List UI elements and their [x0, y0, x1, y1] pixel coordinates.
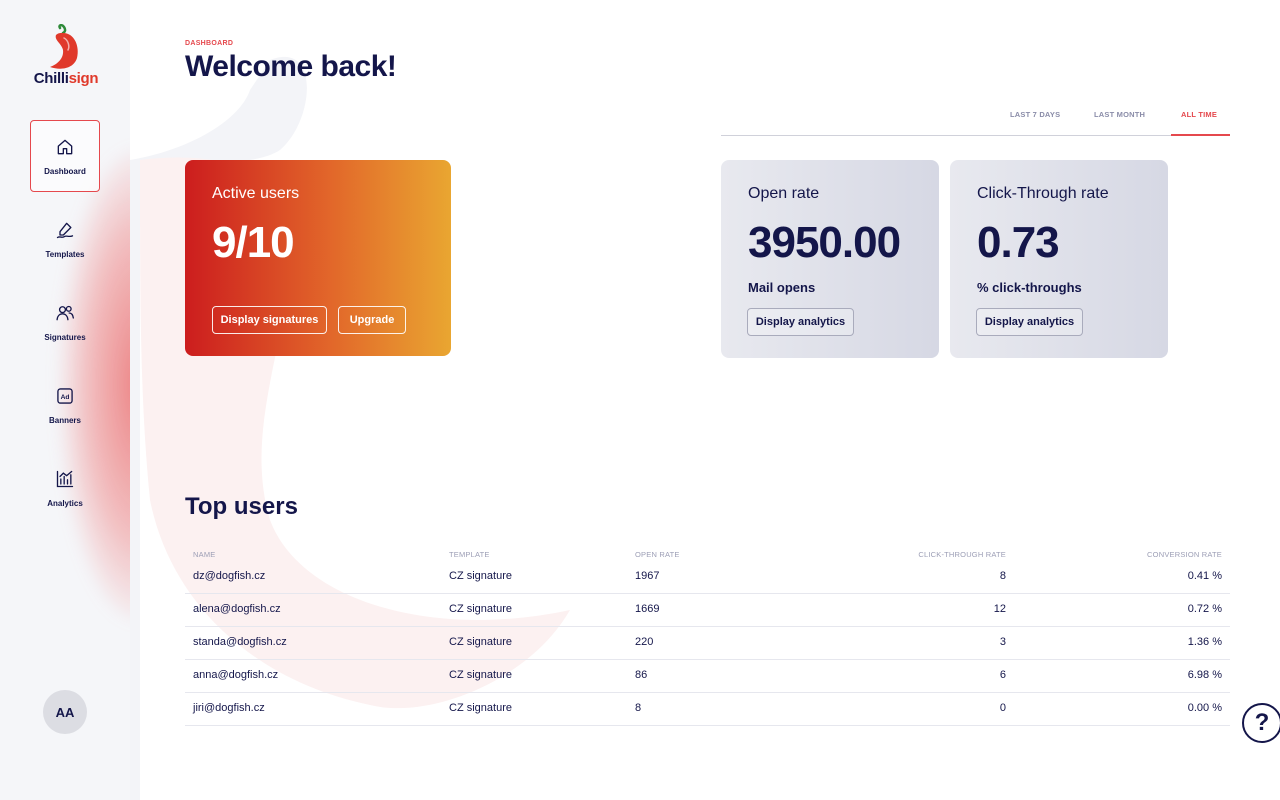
card-value: 0.73 — [977, 218, 1060, 267]
display-analytics-button[interactable]: Display analytics — [747, 308, 854, 336]
cell-open-rate: 1669 — [635, 603, 660, 615]
svg-text:Ad: Ad — [61, 393, 70, 400]
cell-click-through-rate: 3 — [999, 636, 1006, 648]
sidebar-item-label: Banners — [48, 415, 81, 425]
cell-template: CZ signature — [449, 702, 512, 714]
cell-click-through-rate: 6 — [999, 669, 1006, 681]
logo[interactable]: Chillisign — [28, 24, 104, 94]
cell-conversion-rate: 0.41 % — [1187, 570, 1222, 582]
tab-last-7-days[interactable]: LAST 7 DAYS — [1010, 110, 1061, 119]
time-range-tabs: LAST 7 DAYS LAST MONTH ALL TIME — [721, 100, 1230, 136]
cell-name: alena@dogfish.cz — [193, 603, 281, 615]
sidebar-item-analytics[interactable]: Analytics — [30, 452, 100, 524]
cell-conversion-rate: 0.72 % — [1187, 603, 1222, 615]
tab-all-time[interactable]: ALL TIME — [1181, 110, 1218, 119]
column-header-open-rate[interactable]: OPEN RATE — [635, 550, 680, 559]
breadcrumb: DASHBOARD — [185, 40, 234, 47]
card-subtitle: Mail opens — [748, 280, 816, 295]
signature-pen-icon — [56, 222, 74, 238]
open-rate-card: Open rate 3950.00 Mail opens Display ana… — [721, 160, 939, 358]
sidebar: Chillisign Dashboard Templates Signature… — [0, 0, 130, 800]
cell-click-through-rate: 8 — [999, 570, 1006, 582]
home-icon — [57, 139, 73, 154]
cell-open-rate: 220 — [635, 636, 654, 648]
sidebar-item-banners[interactable]: Ad Banners — [30, 369, 100, 441]
users-icon — [56, 305, 75, 320]
ad-icon: Ad — [57, 387, 73, 404]
cell-name: jiri@dogfish.cz — [193, 702, 265, 714]
active-users-card: Active users 9/10 Display signatures Upg… — [185, 160, 451, 356]
avatar[interactable]: AA — [43, 690, 87, 734]
cell-template: CZ signature — [449, 669, 512, 681]
section-title: Top users — [185, 493, 298, 520]
column-header-name[interactable]: NAME — [193, 550, 216, 559]
sidebar-item-templates[interactable]: Templates — [30, 203, 100, 275]
sidebar-item-label: Analytics — [47, 498, 83, 508]
sidebar-item-signatures[interactable]: Signatures — [30, 286, 100, 358]
table-row[interactable]: standa@dogfish.cz CZ signature 220 3 1.3… — [185, 627, 1230, 660]
cell-template: CZ signature — [449, 636, 512, 648]
sidebar-item-label: Signatures — [44, 332, 86, 342]
table-row[interactable]: anna@dogfish.cz CZ signature 86 6 6.98 % — [185, 660, 1230, 693]
tab-last-month[interactable]: LAST MONTH — [1094, 110, 1146, 119]
click-through-rate-card: Click-Through rate 0.73 % click-throughs… — [950, 160, 1168, 358]
bar-chart-icon — [56, 470, 74, 487]
page-title: Welcome back! — [185, 50, 397, 83]
cell-open-rate: 1967 — [635, 570, 660, 582]
column-header-click-through-rate[interactable]: CLICK-THROUGH RATE — [918, 550, 1006, 559]
display-analytics-button[interactable]: Display analytics — [976, 308, 1083, 336]
cell-open-rate: 86 — [635, 669, 648, 681]
card-title: Active users — [212, 185, 300, 202]
column-header-conversion-rate[interactable]: CONVERSION RATE — [1147, 550, 1222, 559]
card-value: 3950.00 — [748, 218, 901, 267]
sidebar-item-dashboard[interactable]: Dashboard — [30, 120, 100, 192]
cell-name: standa@dogfish.cz — [193, 636, 287, 648]
active-tab-indicator — [1171, 134, 1230, 136]
table-row[interactable]: alena@dogfish.cz CZ signature 1669 12 0.… — [185, 594, 1230, 627]
cell-template: CZ signature — [449, 570, 512, 582]
card-title: Open rate — [748, 185, 820, 202]
column-header-template[interactable]: TEMPLATE — [449, 550, 490, 559]
help-button[interactable]: ? — [1242, 703, 1280, 743]
sidebar-item-label: Templates — [45, 249, 85, 259]
cell-name: dz@dogfish.cz — [193, 570, 266, 582]
table-row[interactable]: jiri@dogfish.cz CZ signature 8 0 0.00 % — [185, 693, 1230, 726]
table-row[interactable]: dz@dogfish.cz CZ signature 1967 8 0.41 % — [185, 561, 1230, 594]
chilli-icon — [50, 24, 78, 69]
card-value: 9/10 — [212, 218, 295, 267]
cell-conversion-rate: 0.00 % — [1187, 702, 1222, 714]
logo-text: Chillisign — [33, 70, 99, 87]
card-subtitle: % click-throughs — [977, 280, 1082, 295]
sidebar-item-label: Dashboard — [44, 166, 86, 176]
cell-name: anna@dogfish.cz — [193, 669, 279, 681]
upgrade-button[interactable]: Upgrade — [338, 306, 406, 334]
main-content: DASHBOARD Welcome back! LAST 7 DAYS LAST… — [130, 0, 1280, 800]
cell-conversion-rate: 1.36 % — [1187, 636, 1222, 648]
cell-click-through-rate: 0 — [999, 702, 1006, 714]
cell-open-rate: 8 — [635, 702, 642, 714]
cell-conversion-rate: 6.98 % — [1187, 669, 1222, 681]
card-title: Click-Through rate — [977, 185, 1109, 202]
cell-template: CZ signature — [449, 603, 512, 615]
cell-click-through-rate: 12 — [993, 603, 1006, 615]
display-signatures-button[interactable]: Display signatures — [212, 306, 327, 334]
